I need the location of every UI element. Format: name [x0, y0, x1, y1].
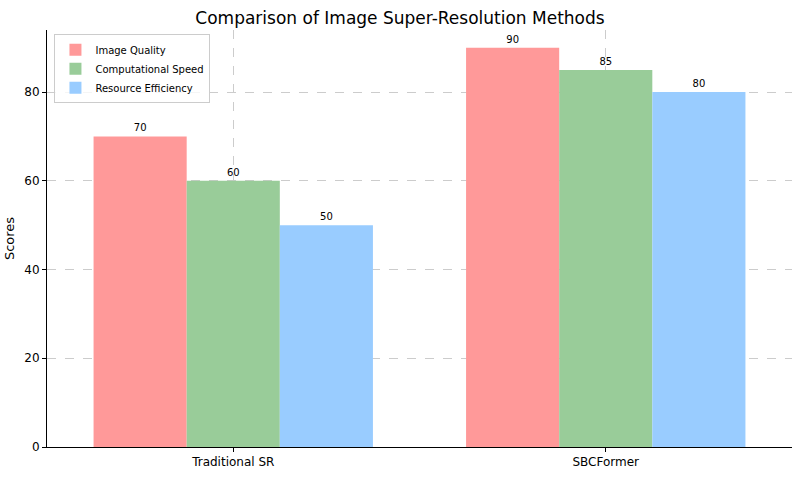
svg-text:Image Quality: Image Quality: [95, 45, 165, 56]
svg-text:SBCFormer: SBCFormer: [572, 455, 639, 469]
svg-text:Computational Speed: Computational Speed: [95, 64, 203, 75]
svg-text:70: 70: [134, 122, 147, 133]
svg-text:Traditional SR: Traditional SR: [191, 455, 274, 469]
svg-text:90: 90: [506, 34, 519, 45]
svg-text:20: 20: [24, 351, 39, 365]
svg-text:60: 60: [24, 174, 39, 188]
svg-text:80: 80: [693, 78, 706, 89]
svg-text:80: 80: [24, 85, 39, 99]
svg-text:85: 85: [599, 56, 612, 67]
svg-text:Comparison of Image Super-Reso: Comparison of Image Super-Resolution Met…: [195, 8, 604, 28]
svg-text:40: 40: [24, 263, 39, 277]
svg-text:60: 60: [227, 167, 240, 178]
svg-text:50: 50: [320, 211, 333, 222]
svg-text:Scores: Scores: [2, 217, 17, 260]
svg-text:0: 0: [32, 440, 40, 454]
svg-text:Resource Efficiency: Resource Efficiency: [95, 83, 192, 94]
